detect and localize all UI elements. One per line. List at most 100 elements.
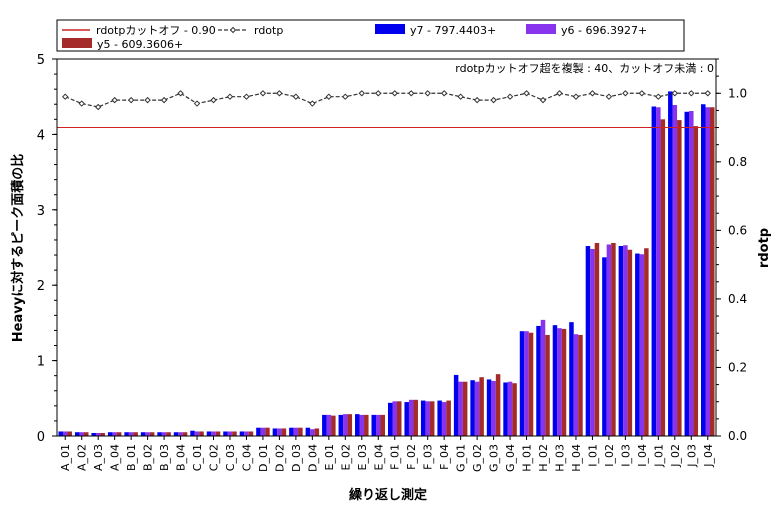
bar <box>145 432 150 436</box>
rdotp-point <box>292 93 300 100</box>
bar <box>173 432 179 436</box>
bar <box>585 245 591 436</box>
legend-label: y5 - 609.3606+ <box>97 38 183 51</box>
rdotp-point <box>325 93 333 100</box>
rdotp-point <box>144 96 151 104</box>
x-tick-label: G_03 <box>488 444 501 472</box>
bar <box>359 414 365 436</box>
bar <box>672 104 678 436</box>
bar <box>644 248 649 436</box>
bar <box>194 431 200 436</box>
bar <box>112 432 117 436</box>
rdotp-point <box>193 100 201 107</box>
y2-axis-label: rdotp <box>757 228 772 268</box>
y-tick-label: 5 <box>37 53 45 68</box>
bar <box>91 432 96 436</box>
bar <box>79 432 84 436</box>
bar <box>58 431 63 436</box>
bar <box>161 432 167 436</box>
plot-border <box>56 58 717 437</box>
rdotp-point <box>523 90 530 97</box>
bar <box>458 381 463 436</box>
rdotp-point <box>556 90 563 97</box>
rdotp-point <box>490 96 497 104</box>
rdotp-point <box>259 90 267 97</box>
axes: 0 1 2 3 4 5 0.0 0.2 0.4 0.6 0.8 1.0 A_01 A_02 A_03 A_04… <box>37 53 747 472</box>
rdotp-point <box>276 90 283 97</box>
rdotp-point <box>391 90 398 97</box>
bar <box>594 242 600 436</box>
bar <box>100 432 105 436</box>
legend-label: y6 - 696.3927+ <box>561 24 647 37</box>
bar <box>322 414 327 436</box>
rdotp-point <box>572 93 580 100</box>
x-tick-label: B_04 <box>175 444 188 471</box>
bar <box>347 414 353 436</box>
rdotp-point <box>704 90 711 97</box>
x-tick-label: B_01 <box>125 444 138 471</box>
bar <box>479 377 484 436</box>
bar <box>677 120 682 436</box>
rdotp-point <box>226 93 234 100</box>
bar <box>569 322 574 436</box>
x-tick-label: A_04 <box>109 444 122 471</box>
rdotp-point <box>655 93 662 100</box>
bar <box>281 428 287 436</box>
y2-tick-label: 0.8 <box>728 155 747 169</box>
rdotp-point <box>358 90 365 97</box>
x-tick-label: I_03 <box>619 444 632 467</box>
bar <box>639 254 645 436</box>
rdotp-point <box>408 90 415 97</box>
bar <box>437 400 442 436</box>
bar <box>602 257 607 436</box>
bar <box>404 402 409 436</box>
rdotp-point <box>424 90 431 97</box>
x-tick-label: J_03 <box>685 444 698 468</box>
bar <box>248 431 254 436</box>
bar <box>371 414 377 436</box>
bar <box>107 432 113 436</box>
bar <box>256 427 261 436</box>
legend-swatch <box>526 24 556 34</box>
bar <box>95 432 101 436</box>
bar <box>83 432 89 436</box>
bar <box>536 325 541 436</box>
bar <box>693 126 699 436</box>
bar <box>227 431 233 436</box>
x-tick-label: F_04 <box>438 444 451 470</box>
rdotp-point <box>375 90 382 97</box>
bar <box>561 328 567 436</box>
rdotp-point <box>160 96 168 104</box>
x-tick-label: H_01 <box>521 444 534 472</box>
bar <box>260 427 266 436</box>
x-tick-label: A_01 <box>59 444 72 471</box>
rdotp-point <box>309 100 316 107</box>
y2-tick-label: 0.0 <box>728 429 747 443</box>
x-tick-label: G_04 <box>504 444 517 472</box>
bar <box>387 402 393 436</box>
bar <box>128 432 134 436</box>
bar <box>326 414 332 436</box>
y2-tick-label: 0.2 <box>728 360 747 374</box>
rdotp-point <box>177 90 184 97</box>
y-tick-label: 3 <box>37 204 45 219</box>
rdotp-point <box>473 96 481 104</box>
x-tick-label: C_02 <box>208 444 221 471</box>
x-tick-label: I_01 <box>586 444 599 467</box>
bar <box>668 91 673 436</box>
bar <box>211 431 216 436</box>
bar <box>618 245 624 436</box>
bar <box>413 399 418 436</box>
bar <box>606 244 612 436</box>
rdotp-point <box>622 90 629 97</box>
bar <box>512 383 517 436</box>
bar <box>446 400 451 436</box>
x-tick-label: J_04 <box>702 444 715 468</box>
bar <box>545 334 550 436</box>
bar <box>364 414 369 436</box>
x-tick-label: C_04 <box>240 444 253 471</box>
bar <box>528 332 534 436</box>
bar <box>310 429 315 436</box>
rdotp-point <box>589 90 596 97</box>
bar <box>392 401 397 436</box>
